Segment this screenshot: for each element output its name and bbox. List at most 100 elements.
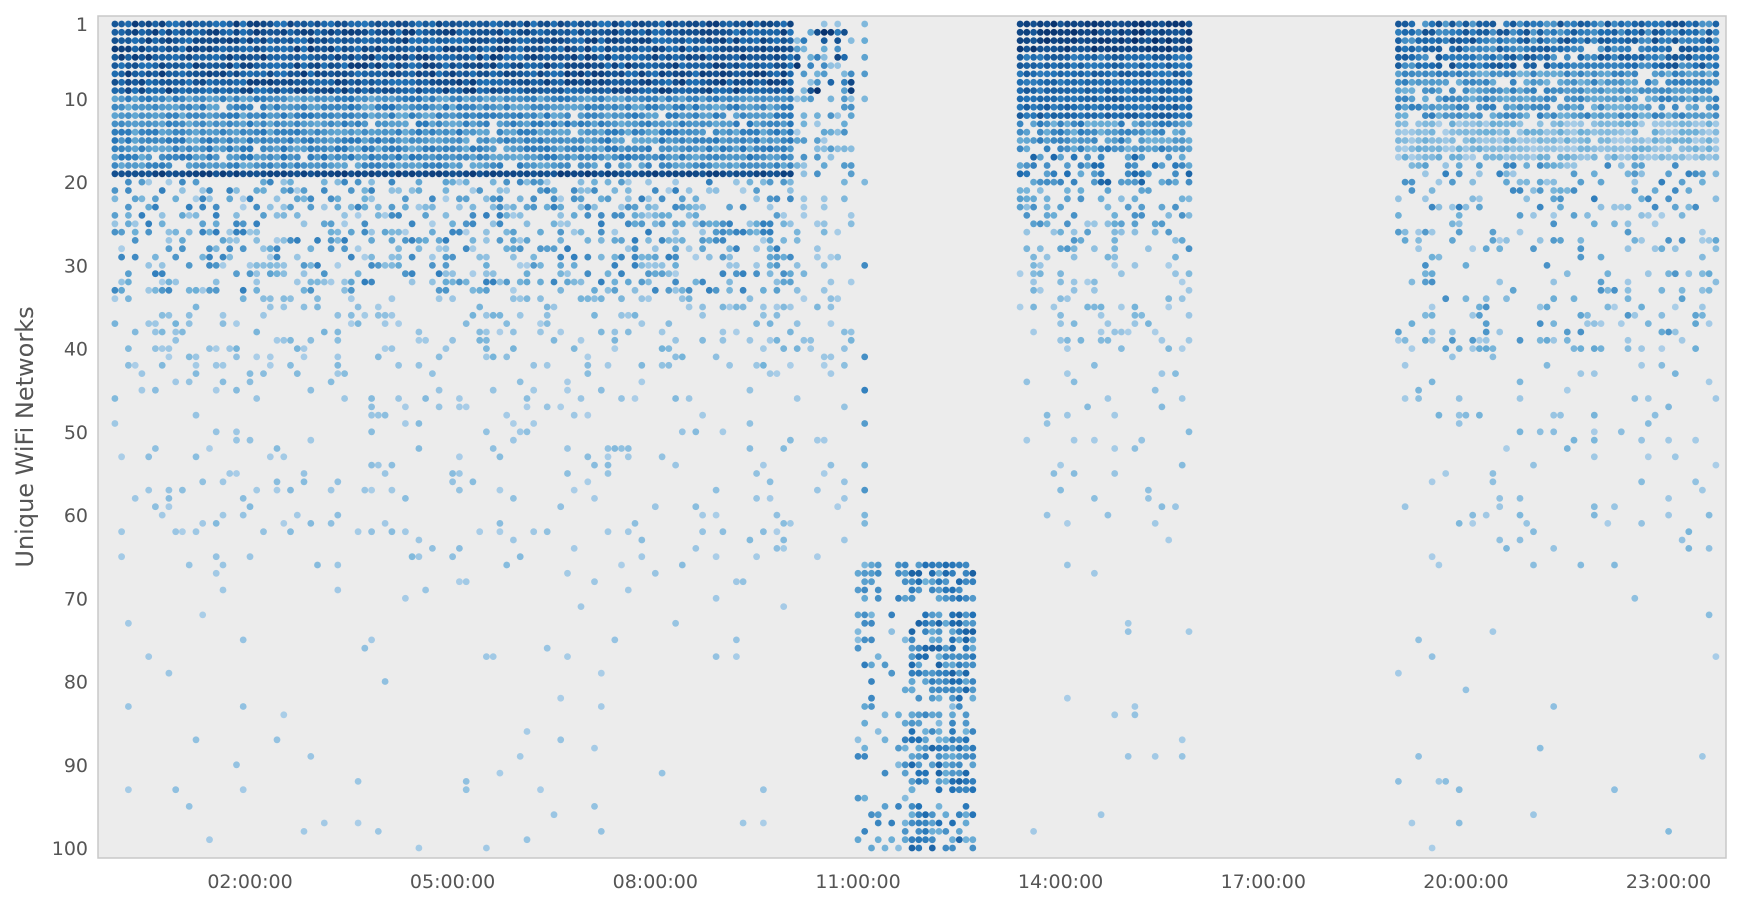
data-point [1577, 245, 1585, 253]
data-point [456, 20, 463, 28]
data-point [1489, 45, 1497, 53]
data-point [145, 112, 153, 119]
data-point [935, 828, 943, 835]
data-point [172, 170, 180, 178]
data-point [1091, 112, 1098, 119]
data-point [746, 120, 754, 128]
data-point [138, 28, 146, 36]
data-point [773, 78, 781, 86]
data-point [334, 237, 342, 244]
data-point [402, 95, 409, 103]
data-point [1469, 178, 1477, 186]
data-point [185, 112, 193, 119]
data-point [131, 361, 139, 369]
data-point [705, 37, 713, 44]
data-point [483, 70, 490, 78]
data-point [1043, 420, 1051, 427]
data-point [1577, 120, 1585, 128]
data-point [408, 53, 416, 61]
data-point [935, 728, 943, 735]
data-point [807, 87, 815, 94]
data-point [1597, 128, 1605, 136]
data-point [881, 803, 889, 810]
data-point [1158, 70, 1166, 78]
data-point [307, 53, 315, 61]
data-point [780, 520, 788, 527]
data-point [1172, 270, 1179, 278]
data-point [1469, 245, 1477, 253]
data-point [1570, 95, 1578, 103]
data-point [827, 461, 835, 469]
data-point [760, 153, 767, 161]
data-point [395, 53, 402, 61]
data-point [672, 62, 679, 69]
data-point [1097, 62, 1105, 69]
data-point [1178, 78, 1186, 86]
data-point [1077, 95, 1085, 103]
data-point [841, 53, 848, 61]
data-point [273, 270, 281, 278]
data-point [395, 153, 402, 161]
data-point [665, 286, 673, 294]
data-point [787, 112, 794, 119]
data-point [1064, 411, 1071, 419]
data-point [1131, 70, 1139, 78]
data-point [503, 228, 511, 236]
data-point [124, 361, 132, 369]
data-point [192, 28, 200, 36]
data-point [753, 553, 760, 561]
data-point [942, 769, 950, 777]
data-point [185, 20, 193, 28]
data-point [1091, 70, 1098, 78]
data-point [800, 270, 808, 278]
data-point [503, 353, 511, 361]
data-point [1036, 78, 1044, 86]
data-point [523, 178, 531, 186]
data-point [388, 37, 396, 44]
data-point [1118, 87, 1125, 94]
data-point [233, 78, 240, 86]
data-point [1131, 120, 1139, 128]
data-point [699, 37, 706, 44]
data-point [489, 311, 497, 319]
data-point [591, 45, 598, 53]
data-point [1462, 70, 1470, 78]
data-point [1057, 311, 1064, 319]
data-point [1469, 336, 1477, 344]
data-point [692, 170, 700, 178]
data-point [152, 503, 159, 511]
data-point [969, 686, 977, 694]
data-point [1509, 112, 1517, 119]
data-point [429, 78, 436, 86]
data-point [354, 103, 362, 111]
data-point [1523, 153, 1531, 161]
data-point [1611, 286, 1618, 294]
data-point [1023, 128, 1031, 136]
data-point [226, 137, 234, 144]
data-point [820, 220, 828, 228]
data-point [631, 203, 639, 211]
data-point [1070, 87, 1078, 94]
data-point [719, 253, 727, 261]
data-point [158, 37, 166, 44]
data-point [1638, 137, 1645, 144]
data-point [645, 45, 652, 53]
data-point [1428, 62, 1436, 69]
data-point [293, 212, 301, 219]
data-point [212, 128, 220, 136]
data-point [516, 37, 524, 44]
data-point [699, 137, 706, 144]
data-point [638, 253, 646, 261]
data-point [435, 28, 443, 36]
data-point [1016, 28, 1024, 36]
data-point [705, 62, 713, 69]
data-point [172, 253, 180, 261]
data-point [1158, 403, 1166, 411]
data-point [969, 811, 977, 819]
data-point [530, 178, 538, 186]
data-point [280, 78, 288, 86]
data-point [320, 112, 328, 119]
data-point [1563, 162, 1571, 169]
data-point [685, 70, 693, 78]
data-point [780, 603, 788, 610]
